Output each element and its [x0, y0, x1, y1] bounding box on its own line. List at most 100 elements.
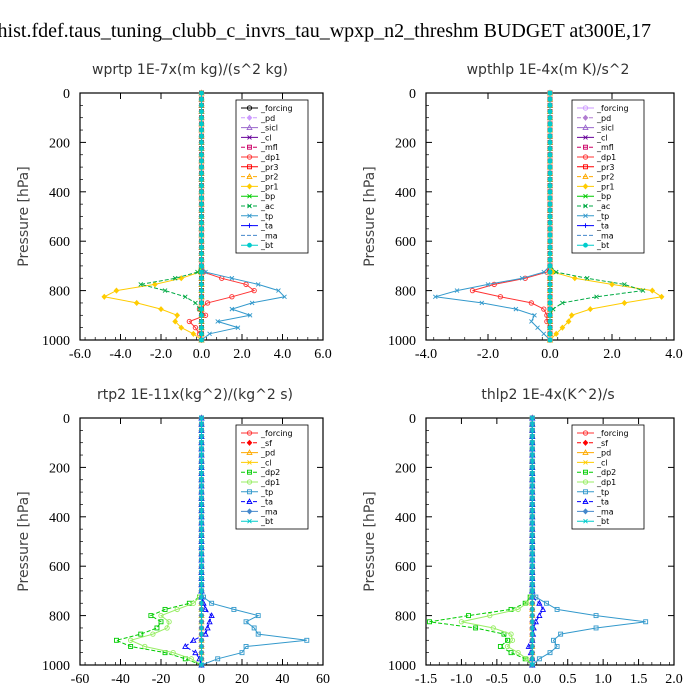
- data-point: [529, 440, 535, 446]
- x-tick-label: 6.0: [314, 347, 332, 362]
- legend-label: _pr2: [596, 173, 614, 182]
- data-point: [199, 637, 204, 643]
- legend-marker: [247, 144, 252, 150]
- data-point: [547, 275, 553, 281]
- x-tick-label: 4.0: [665, 347, 683, 362]
- legend-label: _bp: [596, 192, 611, 201]
- data-point: [199, 214, 204, 219]
- data-point: [192, 649, 199, 656]
- legend-marker: [583, 518, 588, 524]
- data-point: [553, 330, 560, 337]
- data-point: [113, 637, 119, 643]
- data-point: [276, 288, 281, 293]
- legend-marker: [247, 203, 252, 209]
- data-point: [190, 636, 197, 643]
- data-point: [523, 656, 530, 662]
- data-point: [178, 324, 185, 331]
- legend-label: _bt: [260, 241, 273, 250]
- legend-marker: [583, 489, 588, 495]
- legend-marker: [583, 213, 588, 219]
- data-point: [231, 606, 237, 612]
- x-tick-label: 1.5: [630, 672, 648, 687]
- x-tick-label: -0.5: [486, 672, 508, 687]
- data-point: [529, 477, 535, 483]
- y-tick-label: 600: [395, 560, 416, 575]
- y-tick-label: 0: [409, 87, 416, 102]
- data-point: [202, 605, 209, 612]
- data-point: [138, 631, 144, 637]
- panel-title: wpthlp 1E-4x(m K)/s^2: [467, 62, 630, 78]
- data-point: [255, 631, 261, 637]
- data-point: [215, 656, 221, 662]
- data-point: [138, 282, 144, 287]
- legend-label: _pd: [260, 449, 275, 458]
- data-point: [594, 294, 599, 300]
- data-point: [199, 96, 204, 102]
- legend-label: _pd: [260, 114, 275, 123]
- data-point: [547, 201, 553, 207]
- data-point: [199, 220, 204, 226]
- series-dp1: [458, 415, 535, 668]
- legend-label: _tp: [260, 488, 273, 497]
- data-point: [547, 269, 553, 275]
- data-point: [162, 288, 168, 293]
- data-point: [547, 189, 553, 195]
- legend-label: _cl: [260, 133, 272, 142]
- legend-label: _tp: [260, 212, 273, 221]
- data-point: [529, 576, 535, 581]
- data-point: [547, 109, 553, 114]
- legend-label: _pr3: [260, 163, 278, 172]
- legend-label: _pr1: [260, 182, 278, 191]
- panel-4: thlp2 1E-4x(K^2)/s Pressure [hPa] -1.5 -1.0…: [362, 387, 683, 687]
- data-point: [649, 287, 656, 294]
- data-point: [229, 294, 235, 300]
- data-point: [529, 551, 535, 557]
- data-point: [529, 533, 535, 538]
- data-point: [547, 226, 553, 232]
- data-point: [547, 177, 553, 182]
- data-point: [529, 471, 535, 476]
- data-point: [536, 612, 543, 619]
- data-point: [199, 90, 204, 96]
- data-point: [547, 207, 553, 213]
- legend-label: _tp: [596, 488, 609, 497]
- data-point: [199, 140, 204, 145]
- data-point: [529, 557, 535, 563]
- data-point: [199, 300, 204, 306]
- data-point: [304, 637, 310, 643]
- data-point: [199, 421, 204, 427]
- data-point: [203, 269, 208, 275]
- data-point: [547, 282, 553, 287]
- legend-marker: [583, 242, 588, 248]
- x-tick-label: 60: [316, 672, 330, 687]
- data-point: [199, 244, 204, 250]
- data-point: [162, 606, 168, 612]
- data-point: [554, 644, 560, 649]
- data-point: [199, 269, 204, 275]
- data-point: [547, 90, 553, 96]
- data-point: [593, 613, 599, 619]
- legend-marker: [246, 498, 253, 505]
- data-point: [199, 146, 204, 151]
- y-axis-label: Pressure [hPa]: [16, 166, 32, 266]
- y-tick-label: 1000: [388, 334, 416, 349]
- data-point: [547, 288, 553, 293]
- data-point: [199, 306, 204, 312]
- legend-marker: [582, 439, 589, 446]
- data-point: [199, 520, 204, 526]
- x-tick-label: 2.0: [233, 347, 251, 362]
- legend-label: _ma: [596, 507, 614, 516]
- legend-label: _dp2: [260, 468, 280, 477]
- data-point: [199, 619, 204, 625]
- data-point: [529, 607, 535, 612]
- data-point: [199, 288, 204, 293]
- series-dp1: [469, 90, 553, 343]
- x-tick-label: 20: [235, 672, 249, 687]
- series-pr1: [101, 89, 205, 344]
- data-point: [199, 570, 204, 575]
- legend-marker: [583, 193, 588, 199]
- x-tick-label: 2.0: [665, 672, 683, 687]
- series-ac: [138, 90, 204, 343]
- legend-label: _mfl: [596, 143, 614, 152]
